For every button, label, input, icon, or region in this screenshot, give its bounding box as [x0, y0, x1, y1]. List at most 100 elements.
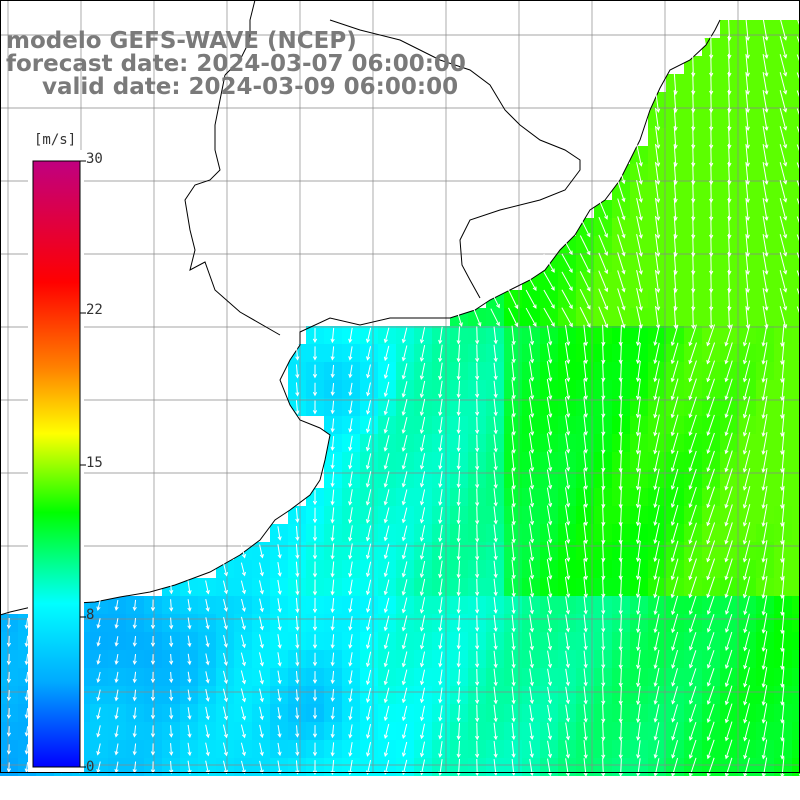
wind-arrow [438, 362, 443, 381]
wind-arrow [617, 234, 626, 257]
wind-arrow [761, 467, 768, 491]
wind-arrow [780, 485, 785, 510]
wind-speed-cell [792, 722, 800, 740]
wind-arrow [312, 328, 318, 343]
wind-arrow [742, 432, 751, 455]
wind-arrow [653, 414, 660, 437]
wind-arrow [511, 451, 516, 472]
wind-arrow [493, 597, 498, 614]
wind-arrow [365, 471, 372, 488]
wind-arrow [617, 180, 626, 203]
wind-arrow [475, 686, 480, 705]
wind-arrow [365, 489, 372, 506]
wind-arrow [564, 576, 571, 599]
wind-speed-cell [792, 524, 800, 542]
wind-arrow [583, 342, 588, 365]
wind-arrow [259, 724, 264, 739]
wind-arrow [401, 327, 408, 344]
wind-arrow [205, 580, 210, 595]
wind-arrow [724, 522, 733, 545]
wind-arrow [475, 416, 480, 435]
wind-arrow [779, 36, 788, 59]
wind-arrow [796, 288, 800, 298]
valid-date: valid date: 2024-03-09 06:00:00 [42, 74, 459, 100]
wind-arrow [780, 323, 785, 348]
wind-arrow [348, 346, 353, 361]
wind-arrow [511, 541, 516, 562]
wind-arrow [745, 35, 750, 60]
wind-arrow [401, 363, 408, 380]
wind-arrow [419, 362, 426, 381]
wind-arrow [132, 617, 137, 630]
wind-arrow [187, 635, 192, 648]
wind-arrow [456, 651, 461, 668]
wind-arrow [312, 597, 318, 614]
wind-arrow [330, 689, 335, 702]
wind-arrow [312, 652, 318, 667]
wind-arrow [330, 400, 335, 415]
wind-arrow [493, 722, 498, 741]
wind-arrow [383, 327, 390, 344]
wind-arrow [565, 704, 570, 723]
wind-arrow [295, 652, 300, 667]
wind-arrow [348, 543, 353, 560]
wind-arrow [529, 614, 534, 633]
wind-arrow [401, 453, 408, 470]
wind-arrow [529, 686, 534, 705]
wind-arrow [96, 725, 101, 738]
wind-arrow [762, 287, 769, 311]
wind-arrow [742, 360, 751, 383]
wind-arrow [96, 743, 101, 756]
wind-speed-cell [792, 326, 800, 344]
wind-arrow [187, 580, 192, 595]
wind-arrow [295, 615, 300, 632]
wind-arrow [419, 525, 426, 542]
wind-arrow [796, 306, 800, 316]
wind-arrow [796, 108, 800, 118]
wind-arrow [636, 722, 641, 741]
wind-arrow [635, 324, 641, 347]
wind-arrow [635, 342, 641, 365]
wind-arrow [762, 233, 769, 257]
wind-arrow [706, 504, 716, 527]
wind-arrow [583, 415, 588, 436]
wind-arrow [579, 253, 591, 274]
wind-arrow [635, 432, 641, 455]
land-polygon [0, 0, 706, 325]
wind-arrow [601, 360, 606, 383]
wind-arrow [724, 685, 733, 706]
wind-arrow [529, 343, 535, 364]
wind-arrow [780, 521, 785, 546]
wind-arrow [240, 634, 246, 649]
wind-speed-cell [792, 164, 800, 182]
wind-arrow [383, 417, 390, 434]
wind-arrow [653, 522, 660, 545]
wind-arrow [691, 107, 696, 132]
wind-arrow [24, 708, 29, 719]
wind-arrow [529, 361, 535, 382]
wind-arrow [259, 562, 264, 577]
wind-arrow [114, 743, 119, 756]
wind-arrow [24, 653, 29, 666]
wind-arrow [330, 418, 335, 433]
wind-arrow [583, 378, 588, 400]
wind-arrow [561, 271, 573, 292]
wind-arrow [132, 653, 137, 665]
wind-arrow [547, 704, 552, 723]
wind-arrow [150, 725, 156, 738]
wind-arrow [511, 650, 516, 669]
wind-arrow [366, 598, 372, 613]
wind-arrow [583, 722, 588, 741]
wind-arrow [724, 649, 733, 670]
wind-arrow [653, 722, 660, 741]
wind-arrow [419, 489, 426, 506]
wind-arrow [618, 614, 623, 633]
wind-arrow [724, 757, 733, 778]
wind-arrow [564, 397, 571, 418]
wind-arrow [796, 72, 800, 82]
wind-arrow [259, 544, 264, 559]
wind-arrow [348, 471, 353, 488]
wind-arrow [780, 359, 785, 384]
wind-arrow [330, 346, 335, 361]
wind-arrow [583, 704, 588, 723]
